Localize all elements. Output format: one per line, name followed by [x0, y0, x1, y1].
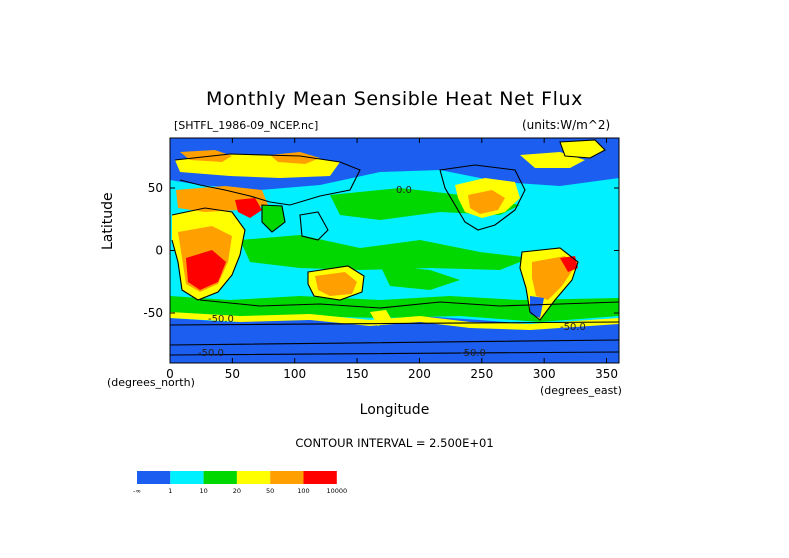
contour-labels: 0.0 -50.0 -50.0 -50.0 -50.0: [198, 185, 586, 359]
field-greenland-yellow: [560, 140, 605, 158]
contour-label: 0.0: [396, 185, 412, 196]
field-nz-yellow: [370, 310, 392, 326]
legend-swatch: [170, 471, 204, 484]
contour-label: -50.0: [208, 314, 234, 325]
x-tick-label: 50: [225, 367, 240, 381]
field-green-south-pacific: [380, 265, 460, 290]
x-tick-label: 150: [346, 367, 369, 381]
field-samerica-orange: [532, 256, 574, 300]
field-samerica-red: [560, 256, 578, 272]
y-tick-label: -50: [143, 306, 163, 320]
field-green-equator: [240, 235, 530, 270]
chart-title: Monthly Mean Sensible Heat Net Flux: [206, 88, 583, 110]
y-axis-subtitle: (degrees_north): [107, 376, 195, 389]
contour-label: -50.0: [198, 348, 224, 359]
x-tick-label: 250: [470, 367, 493, 381]
y-tick-label: 0: [155, 244, 163, 258]
y-axis-label: Latitude: [100, 192, 116, 250]
legend-boundary-label: 20: [233, 487, 241, 495]
legend-boundary-label: 10000: [326, 487, 347, 495]
x-tick-label: 300: [533, 367, 556, 381]
field-patagonia-blue: [530, 296, 544, 318]
contour-label: -50.0: [560, 322, 586, 333]
legend-swatch: [270, 471, 304, 484]
x-axis-subtitle: (degrees_east): [540, 384, 622, 397]
axis-tick-labels: 0 50 100 150 200 250 300 350 50 0 -50: [143, 181, 618, 381]
field-yellow-south: [170, 312, 619, 330]
axis-ticks: [169, 138, 619, 363]
field-namerica-orange: [468, 190, 505, 214]
legend-boundary-label: 10: [199, 487, 207, 495]
contour-interval: CONTOUR INTERVAL = 2.500E+01: [295, 436, 494, 450]
legend-boundary-label: -∞: [133, 487, 141, 495]
y-tick-label: 50: [148, 181, 163, 195]
units-label: (units:W/m^2): [522, 118, 611, 132]
field-arabia-red: [235, 198, 262, 218]
legend-boundary-label: 100: [297, 487, 309, 495]
legend-swatch: [236, 471, 271, 484]
legend-swatch: [137, 471, 171, 484]
file-label: [SHTFL_1986-09_NCEP.nc]: [174, 119, 319, 132]
flux-field: [170, 138, 619, 363]
field-africa-red: [186, 250, 226, 290]
legend-swatch: [303, 471, 337, 484]
x-tick-label: 100: [283, 367, 306, 381]
contour-label: -50.0: [460, 348, 486, 359]
color-legend: -∞ 1 10 20 50 100 10000: [133, 471, 347, 495]
legend-swatch: [203, 471, 237, 484]
field-india-green: [262, 205, 285, 232]
x-tick-label: 350: [595, 367, 618, 381]
x-tick-label: 200: [408, 367, 431, 381]
legend-boundary-label: 50: [266, 487, 274, 495]
coastlines: [170, 139, 619, 356]
legend-boundary-label: 1: [168, 487, 172, 495]
field-australia-orange: [315, 272, 357, 296]
x-tick-label: 0: [166, 367, 174, 381]
field-europe-orange: [180, 150, 232, 162]
x-axis-label: Longitude: [359, 402, 430, 418]
